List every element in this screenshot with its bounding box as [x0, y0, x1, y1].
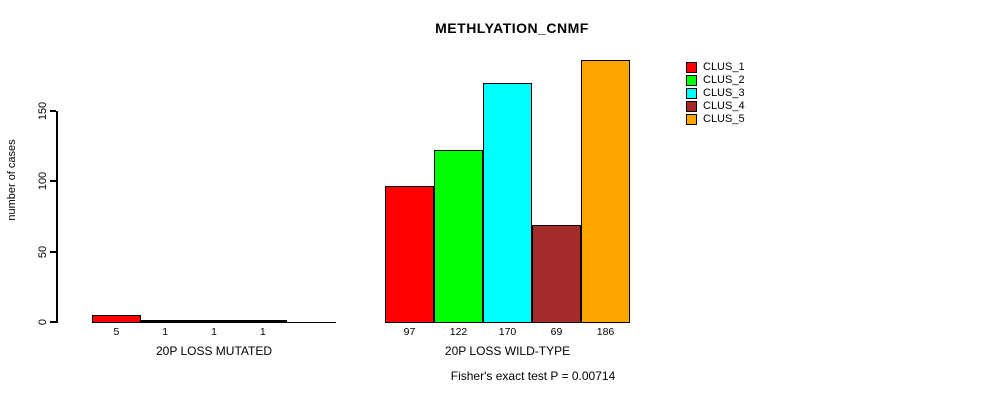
legend-swatch-clus_2	[686, 75, 697, 86]
bar-value-label: 186	[596, 326, 615, 338]
bar-value-label: 69	[550, 326, 563, 338]
bar-value-label: 122	[449, 326, 468, 338]
y-axis-tick-label: 100	[37, 171, 49, 191]
bar-clus_3	[483, 83, 532, 323]
y-axis-tick-label: 0	[37, 318, 49, 326]
footnote-text: Fisher's exact test P = 0.00714	[450, 369, 616, 383]
y-axis-tick	[50, 110, 56, 112]
bar-value-label: 1	[162, 326, 169, 338]
legend-item-label: CLUS_3	[703, 87, 745, 99]
bar-clus_1	[385, 186, 434, 323]
bar-value-label: 5	[113, 326, 120, 338]
legend-swatch-clus_1	[686, 62, 697, 73]
bar-clus_5	[581, 60, 630, 323]
legend-item-label: CLUS_5	[703, 113, 745, 125]
bar-value-label: 170	[498, 326, 517, 338]
legend-item-label: CLUS_2	[703, 74, 745, 86]
y-axis-tick	[50, 321, 56, 323]
bar-value-label: 97	[403, 326, 416, 338]
bar-clus_1	[92, 315, 141, 323]
bar-clus_4	[532, 225, 581, 323]
y-axis-tick-label: 50	[37, 245, 49, 259]
legend-swatch-clus_3	[686, 88, 697, 99]
bar-clus_2	[140, 320, 190, 323]
y-axis-tick-label: 150	[37, 101, 49, 121]
bar-clus_5	[287, 322, 336, 323]
y-axis-line	[56, 111, 58, 323]
y-axis-tick	[50, 251, 56, 253]
legend-item-label: CLUS_4	[703, 100, 745, 112]
bar-clus_3	[189, 320, 239, 323]
legend-swatch-clus_4	[686, 101, 697, 112]
legend-swatch-clus_5	[686, 114, 697, 125]
group-axis-label: 20P LOSS WILD-TYPE	[444, 344, 571, 358]
bar-clus_2	[434, 150, 483, 323]
group-axis-label: 20P LOSS MUTATED	[155, 344, 273, 358]
bar-clus_4	[238, 320, 288, 323]
bar-value-label: 1	[211, 326, 217, 338]
legend-item-label: CLUS_1	[703, 61, 745, 73]
y-axis-tick	[50, 180, 56, 182]
y-axis-label: number of cases	[6, 139, 18, 221]
bar-value-label: 1	[259, 326, 266, 338]
chart-title: METHLYATION_CNMF	[435, 20, 589, 36]
